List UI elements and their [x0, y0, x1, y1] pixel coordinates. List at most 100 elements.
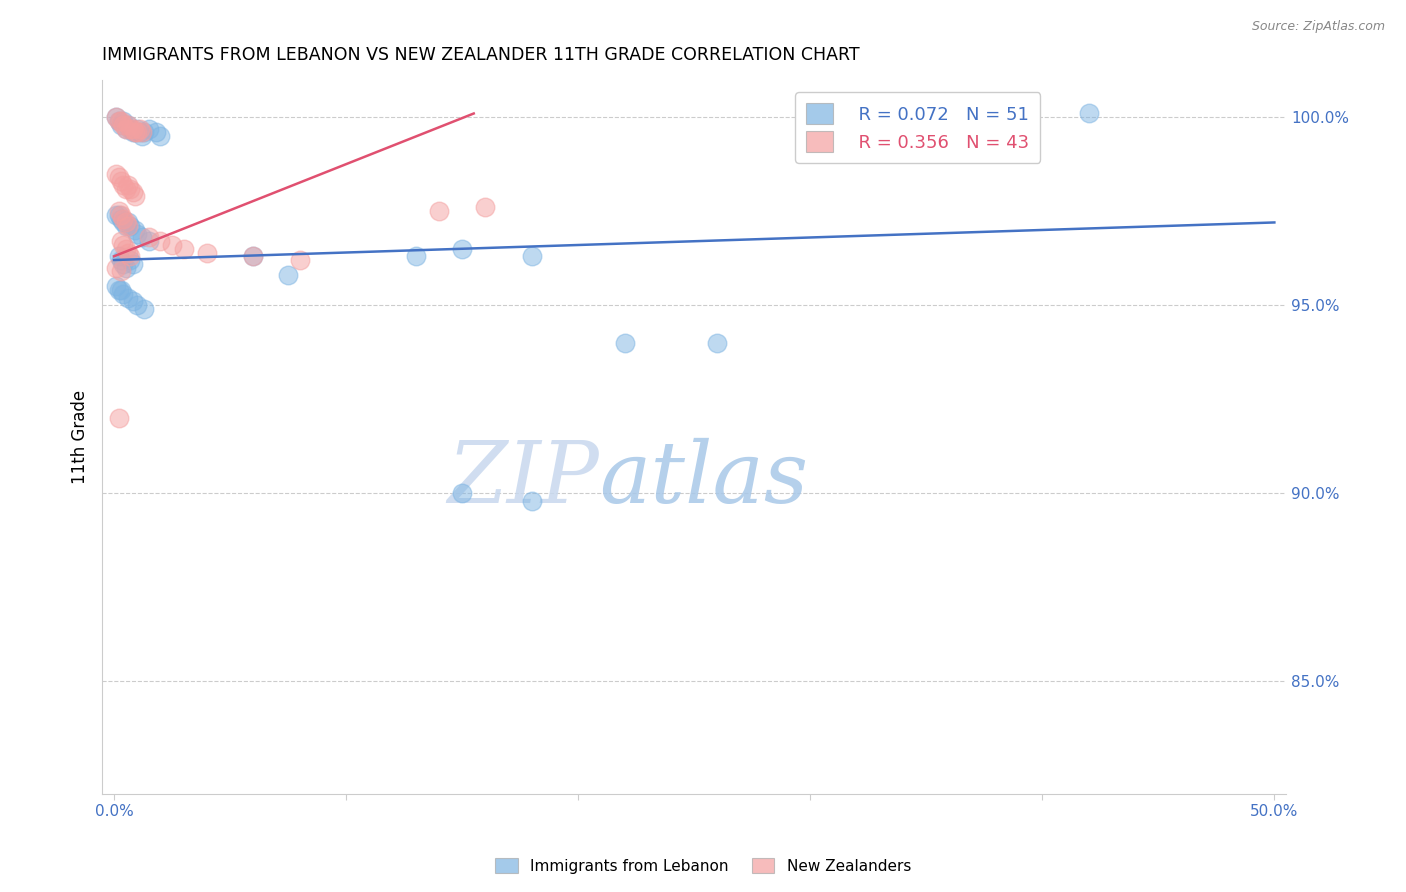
Point [117, 245, 139, 260]
Point [145, 125, 167, 139]
Y-axis label: 11th Grade: 11th Grade [72, 390, 89, 483]
Point [114, 242, 136, 256]
Text: IMMIGRANTS FROM LEBANON VS NEW ZEALANDER 11TH GRADE CORRELATION CHART: IMMIGRANTS FROM LEBANON VS NEW ZEALANDER… [103, 46, 860, 64]
Text: atlas: atlas [599, 438, 808, 521]
Text: ZIP: ZIP [447, 438, 599, 521]
Point [110, 208, 132, 222]
Point [117, 219, 139, 234]
Point [173, 242, 195, 256]
Point [112, 211, 135, 226]
Point [112, 118, 135, 132]
Legend: Immigrants from Lebanon, New Zealanders: Immigrants from Lebanon, New Zealanders [489, 852, 917, 880]
Point [105, 110, 128, 124]
Text: Source: ZipAtlas.com: Source: ZipAtlas.com [1251, 20, 1385, 33]
Point [117, 118, 139, 132]
Point [114, 121, 136, 136]
Point [112, 178, 135, 192]
Point [117, 291, 139, 305]
Point [149, 128, 172, 143]
Point [195, 245, 218, 260]
Point [131, 125, 153, 139]
Point [107, 410, 129, 425]
Point [474, 201, 496, 215]
Point [706, 335, 728, 350]
Point [112, 215, 135, 229]
Point [120, 121, 142, 136]
Point [277, 268, 299, 282]
Point [520, 249, 543, 263]
Point [120, 253, 142, 268]
Point [112, 257, 135, 271]
Point [107, 170, 129, 185]
Point [242, 249, 264, 263]
Point [114, 215, 136, 229]
Point [131, 230, 153, 244]
Point [520, 493, 543, 508]
Point [112, 286, 135, 301]
Point [114, 181, 136, 195]
Point [107, 114, 129, 128]
Point [138, 230, 160, 244]
Point [107, 283, 129, 297]
Point [117, 178, 139, 192]
Point [112, 114, 135, 128]
Point [110, 174, 132, 188]
Point [107, 114, 129, 128]
Point [138, 121, 160, 136]
Point [120, 181, 142, 195]
Point [149, 234, 172, 248]
Point [427, 204, 450, 219]
Point [121, 186, 143, 200]
Point [124, 189, 146, 203]
Point [138, 234, 160, 248]
Point [134, 301, 156, 316]
Point [128, 121, 150, 136]
Point [105, 110, 128, 124]
Point [110, 283, 132, 297]
Point [105, 208, 128, 222]
Point [117, 215, 139, 229]
Point [117, 118, 139, 132]
Point [110, 264, 132, 278]
Point [242, 249, 264, 263]
Point [105, 167, 128, 181]
Point [127, 121, 149, 136]
Point [120, 249, 142, 263]
Point [127, 125, 149, 139]
Point [120, 219, 142, 234]
Point [110, 253, 132, 268]
Point [110, 114, 132, 128]
Point [451, 242, 474, 256]
Point [613, 335, 636, 350]
Point [107, 249, 129, 263]
Legend:   R = 0.072   N = 51,   R = 0.356   N = 43: R = 0.072 N = 51, R = 0.356 N = 43 [794, 92, 1040, 163]
Point [451, 486, 474, 500]
Point [127, 227, 149, 241]
Point [1077, 106, 1099, 120]
Point [127, 298, 149, 312]
Point [121, 294, 143, 309]
Point [114, 260, 136, 275]
Point [105, 260, 128, 275]
Point [124, 125, 146, 139]
Point [134, 125, 156, 139]
Point [107, 204, 129, 219]
Point [120, 121, 142, 136]
Point [160, 238, 183, 252]
Point [124, 125, 146, 139]
Point [110, 234, 132, 248]
Point [121, 121, 143, 136]
Point [121, 257, 143, 271]
Point [107, 208, 129, 222]
Point [131, 128, 153, 143]
Point [114, 121, 136, 136]
Point [288, 253, 311, 268]
Point [124, 223, 146, 237]
Point [110, 211, 132, 226]
Point [110, 118, 132, 132]
Point [112, 238, 135, 252]
Point [105, 279, 128, 293]
Point [114, 219, 136, 234]
Point [121, 125, 143, 139]
Point [128, 125, 150, 139]
